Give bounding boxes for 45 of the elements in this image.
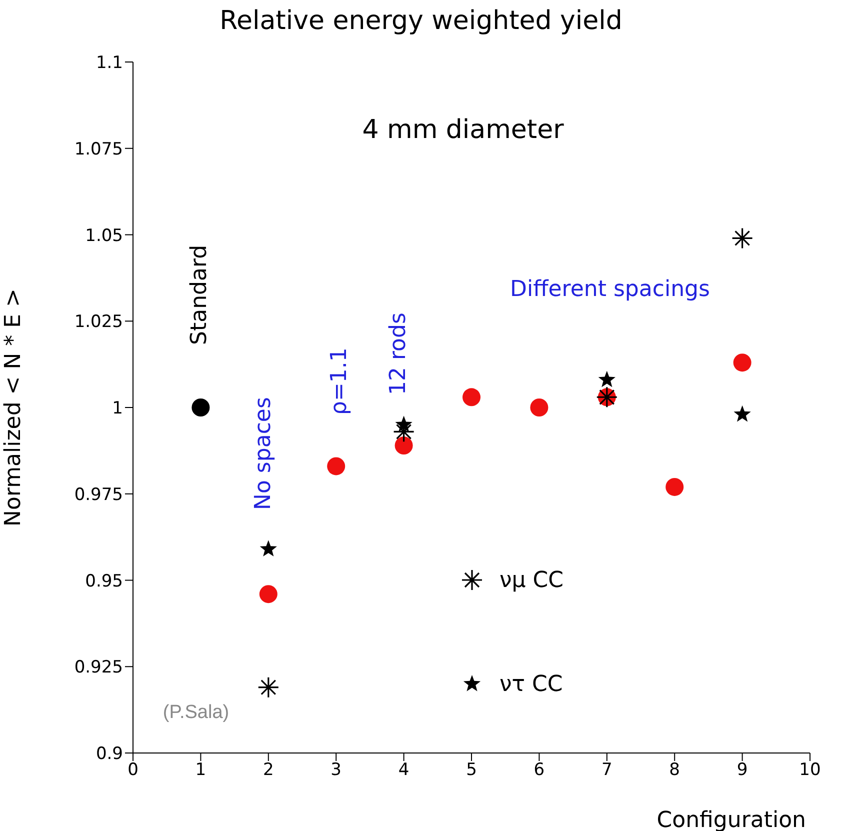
x-tick-label: 4 (398, 760, 410, 780)
point (462, 388, 480, 406)
x-tick-label: 8 (669, 760, 680, 780)
y-tick-label: 1.075 (74, 139, 123, 160)
point (666, 478, 684, 496)
annotation: ρ=1.1 (327, 348, 352, 415)
annotation: 4 mm diameter (362, 115, 564, 145)
y-tick-label: 1.1 (96, 53, 123, 74)
x-tick-label: 7 (601, 760, 612, 780)
point (733, 354, 752, 372)
y-tick-label: 1 (112, 398, 123, 419)
point (530, 398, 548, 416)
x-tick-label: 9 (736, 760, 748, 780)
point (394, 436, 413, 455)
annotation: Standard (187, 244, 212, 345)
legend-label: νμ CC (500, 568, 564, 593)
y-tick-label: 0.95 (85, 571, 123, 592)
annotation: No spaces (251, 397, 276, 510)
point (192, 398, 210, 416)
point (258, 676, 280, 698)
point (259, 585, 278, 604)
point (732, 227, 754, 250)
y-tick-label: 0.9 (96, 744, 123, 764)
point (260, 540, 277, 556)
y-tick-label: 0.975 (74, 484, 123, 505)
legend-label: ντ CC (500, 672, 563, 697)
x-tick-label: 6 (534, 760, 545, 780)
point (327, 457, 346, 476)
y-tick-label: 0.925 (74, 658, 123, 678)
point (734, 405, 751, 422)
y-tick-label: 1.05 (85, 226, 123, 246)
x-tick-label: 3 (330, 760, 342, 780)
chart-title: Relative energy weighted yield (218, 6, 624, 36)
y-tick-label: 1.025 (74, 312, 123, 332)
x-tick-label: 1 (195, 760, 206, 780)
point (395, 416, 412, 432)
y-axis-title: Normalized < N * E > (0, 288, 26, 526)
x-tick-label: 2 (262, 760, 274, 780)
x-tick-label: 10 (799, 760, 821, 780)
x-tick-label: 0 (128, 760, 138, 780)
annotation: (P.Sala) (162, 702, 230, 723)
point (598, 370, 616, 388)
annotation: 12 rods (386, 312, 411, 395)
annotation: Different spacings (510, 277, 710, 302)
x-tick-label: 5 (466, 760, 477, 780)
